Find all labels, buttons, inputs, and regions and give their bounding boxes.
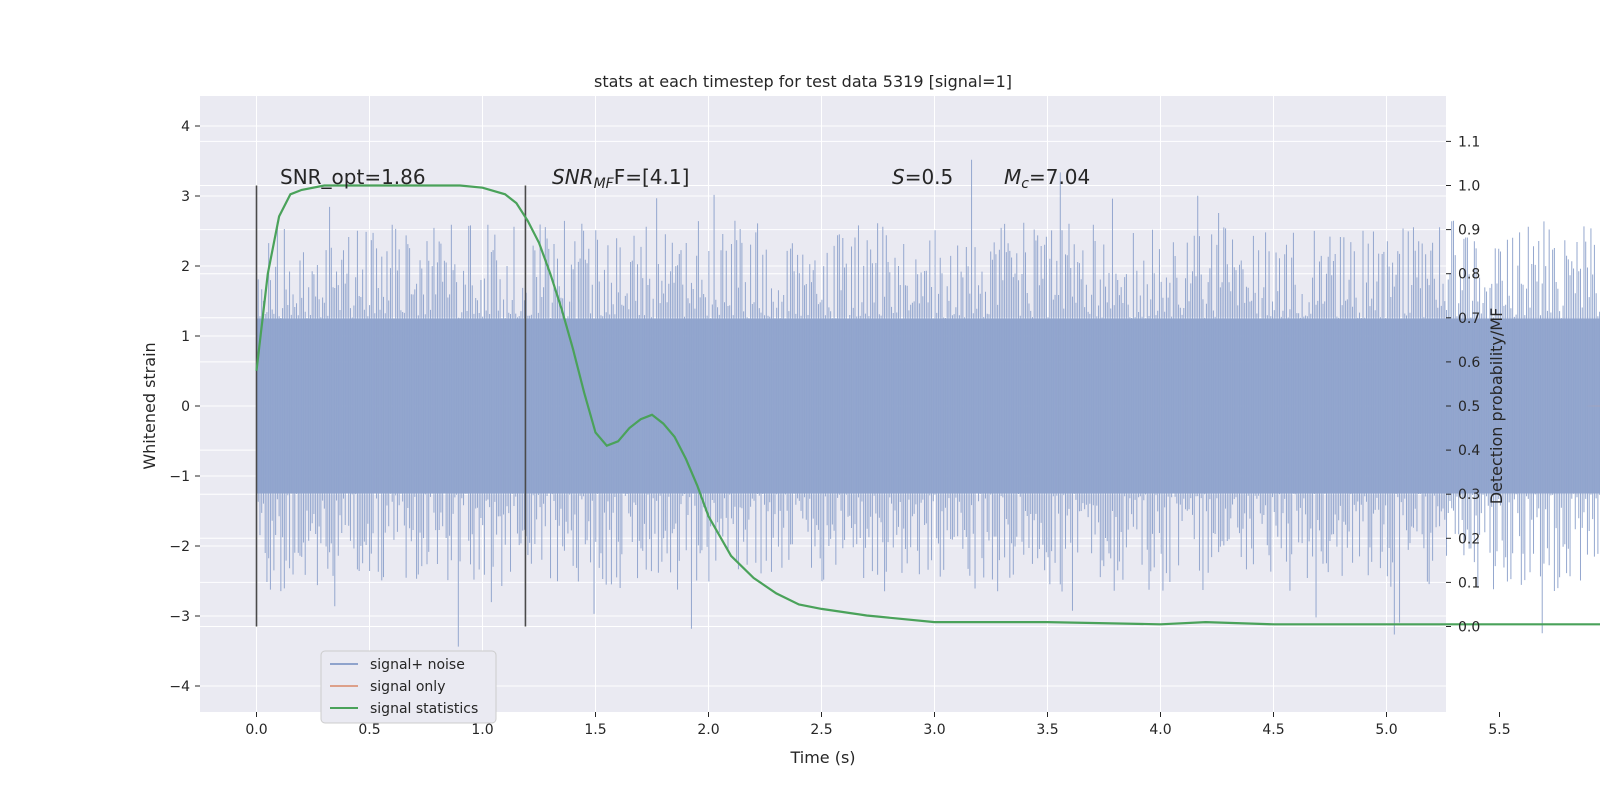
- x-tick-label: 2.0: [697, 722, 719, 738]
- x-tick-label: 3.0: [923, 722, 945, 738]
- annotation-snr-mf-sub: MF: [594, 176, 615, 192]
- y-right-tick-label: 0.9: [1458, 223, 1480, 239]
- y-right-tick-label: 1.0: [1458, 179, 1480, 195]
- y-right-tick-label: 0.6: [1458, 355, 1480, 371]
- y-right-tick-label: 0.1: [1458, 575, 1480, 591]
- x-tick-label: 2.5: [810, 722, 832, 738]
- y-right-tick-label: 0.3: [1458, 487, 1480, 503]
- x-tick-labels: 0.00.51.01.52.02.53.03.54.04.55.05.56.06…: [245, 712, 1511, 738]
- x-tick-label: 1.0: [471, 722, 493, 738]
- annotation-snr-mf-base: SNR: [552, 165, 594, 189]
- x-tick-label: 4.0: [1149, 722, 1171, 738]
- y-right-tick-label: 0.4: [1458, 443, 1480, 459]
- annotation-s: S=0.5: [892, 165, 953, 189]
- x-tick-label: 1.5: [584, 722, 606, 738]
- series-signal-statistics: [255, 184, 1600, 626]
- y-right-tick-label: 0.8: [1458, 267, 1480, 283]
- y-tick-label: 3: [181, 189, 190, 205]
- series-signal-noise: [256, 159, 1600, 647]
- marker-lines: [255, 185, 527, 627]
- x-tick-label: 5.5: [1488, 722, 1510, 738]
- legend-box: [320, 650, 497, 724]
- x-tick-label: 4.5: [1262, 722, 1284, 738]
- y-right-tick-label: 0.5: [1458, 399, 1480, 415]
- annotation-mc-base: M: [1004, 165, 1021, 189]
- y-right-tick-label: 1.1: [1458, 134, 1480, 150]
- annotation-s-tail: =0.5: [905, 165, 954, 189]
- chart-title: stats at each timestep for test data 531…: [594, 72, 1012, 91]
- statistics-line: [255, 184, 1600, 626]
- y-tick-label: −4: [169, 679, 190, 695]
- legend-label-signal-statistics: signal statistics: [370, 701, 478, 717]
- annotation-snr-mf: SNRMFF=[4.1]: [552, 165, 689, 192]
- y-tick-label: −2: [169, 539, 190, 555]
- y-tick-label: −3: [169, 609, 190, 625]
- annotation-mc: Mc=7.04: [1004, 165, 1090, 192]
- annotation-s-base: S: [892, 165, 905, 189]
- y-right-tick-labels: 1.1 1.0 0.9 0.8 0.7 0.6 0.5 0.4 0.3 0.2 0.1 0.0: [1446, 134, 1480, 636]
- y-right-tick-label: 0.0: [1458, 620, 1480, 636]
- annotation-mc-tail: =7.04: [1029, 165, 1090, 189]
- y-right-axis-label: Detection probability/MF: [1487, 308, 1506, 505]
- x-tick-label: 0.5: [358, 722, 380, 738]
- annotation-mc-sub: c: [1021, 176, 1029, 192]
- y-tick-labels: 4 3 2 1 0 −1 −2 −3 −4: [169, 119, 200, 695]
- legend-label-signal-noise: signal+ noise: [370, 657, 465, 673]
- annotation-snr-opt: SNR_opt=1.86: [280, 165, 426, 189]
- x-tick-label: 5.0: [1375, 722, 1397, 738]
- x-tick-label: 3.5: [1036, 722, 1058, 738]
- x-axis-label: Time (s): [789, 748, 855, 767]
- y-tick-label: 1: [181, 329, 190, 345]
- y-axis-label: Whitened strain: [140, 342, 159, 469]
- y-tick-label: 4: [181, 119, 190, 135]
- y-right-tick-label: 0.7: [1458, 311, 1480, 327]
- annotation-snr-mf-tail: F=[4.1]: [614, 165, 690, 189]
- y-tick-label: 2: [181, 259, 190, 275]
- legend: signal+ noise signal only signal statist…: [320, 650, 497, 724]
- legend-label-signal-only: signal only: [370, 679, 445, 695]
- y-tick-label: −1: [169, 469, 190, 485]
- y-right-tick-label: 0.2: [1458, 531, 1480, 547]
- y-tick-label: 0: [181, 399, 190, 415]
- x-tick-label: 0.0: [245, 722, 267, 738]
